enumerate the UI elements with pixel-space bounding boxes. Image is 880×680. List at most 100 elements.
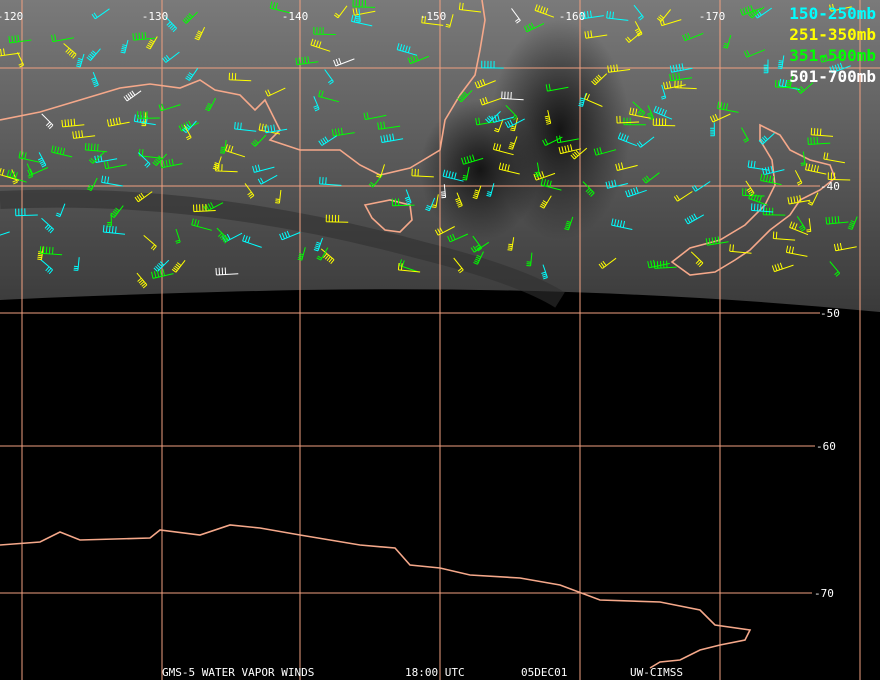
wind-barb [584, 92, 603, 107]
wind-barb [51, 145, 73, 158]
wind-barb [526, 252, 533, 267]
wind-barb [203, 202, 224, 212]
longitude-label: -120 [0, 10, 23, 23]
wind-barb [642, 172, 660, 184]
wind-barb [264, 124, 288, 134]
wind-barb [132, 32, 156, 41]
wind-barb [37, 152, 47, 168]
wind-barb [591, 73, 608, 86]
wind-barb [228, 72, 252, 82]
wind-barb [222, 232, 243, 243]
wind-barb [320, 248, 335, 265]
wind-barb [0, 168, 20, 181]
wind-barb [165, 16, 177, 33]
wind-barb [331, 127, 355, 137]
wind-barb [39, 258, 53, 275]
wind-barb [391, 198, 415, 207]
wind-barb [319, 176, 342, 186]
wind-barb [396, 43, 418, 56]
latitude-labels: -40 -50 -60 -70 [814, 180, 840, 600]
wind-barb [542, 136, 563, 146]
wind-barb [796, 216, 806, 232]
wind-barb [606, 11, 629, 21]
legend: 150-250mb 251-350mb 351-500mb 501-700mb [789, 4, 876, 86]
wind-barb [41, 113, 54, 130]
wind-barb [0, 231, 10, 236]
wind-barb [494, 118, 504, 133]
footer: GMS-5 WATER VAPOR WINDS 18:00 UTC 05DEC0… [162, 666, 683, 679]
source: UW-CIMSS [630, 666, 683, 679]
wind-barb [580, 10, 604, 20]
latitude-label: -60 [816, 440, 836, 453]
wind-barb [829, 62, 851, 74]
wind-barb [729, 244, 752, 254]
wind-barb [136, 272, 148, 289]
wind-barb [472, 235, 483, 252]
wind-barb [295, 56, 319, 66]
wind-barb [636, 136, 655, 148]
satellite-product: GMS-5 WATER VAPOR WINDS [162, 666, 314, 679]
wind-barb [86, 48, 101, 61]
wind-barb [191, 218, 212, 231]
wind-barb [215, 267, 239, 276]
wind-barb [151, 269, 174, 279]
wind-barb [615, 162, 638, 171]
wind-barb [523, 22, 545, 33]
wind-barb [747, 160, 770, 171]
wind-barb [772, 231, 796, 241]
wind-barb [544, 110, 552, 125]
wind-barb [333, 57, 355, 67]
wind-barbs [0, 0, 858, 289]
wind-barb [316, 247, 329, 261]
wind-barb [215, 163, 238, 173]
wind-barb [220, 140, 227, 154]
longitude-label: -140 [282, 10, 309, 23]
legend-entry: 351-500mb [789, 46, 876, 65]
wind-barb [691, 181, 711, 192]
longitude-label: -170 [699, 10, 726, 23]
dry-slot [420, 100, 540, 240]
wind-barb [242, 234, 262, 248]
wind-barb [185, 68, 199, 81]
wind-barb [318, 89, 339, 103]
wind-barb [775, 79, 798, 89]
wind-barb [352, 0, 376, 8]
wind-barb [18, 150, 40, 163]
wind-barb [564, 216, 574, 231]
wind-barb [101, 175, 123, 187]
wind-barb [137, 111, 160, 119]
wind-barb [479, 96, 502, 106]
wind-barb [445, 14, 454, 28]
wind-barb [709, 113, 731, 123]
wind-barb [440, 184, 447, 199]
wind-barb [646, 105, 654, 121]
wind-barb [584, 30, 608, 39]
wind-barb [741, 127, 749, 143]
wind-barb [607, 64, 631, 73]
wind-barb [558, 144, 582, 155]
wind-barb [617, 132, 637, 147]
latitude-label: -40 [820, 180, 840, 193]
wind-barb [234, 121, 257, 132]
wind-barb [158, 103, 181, 112]
longitude-label: -160 [559, 10, 586, 23]
wind-barb [474, 78, 496, 89]
wind-barb [473, 251, 484, 265]
wind-barb [789, 221, 809, 236]
wind-barb [17, 52, 25, 68]
wind-barb [397, 262, 421, 273]
wind-barb [106, 117, 130, 127]
wind-barb [153, 259, 170, 272]
wind-barb [669, 72, 693, 82]
wind-barb [758, 132, 775, 145]
wind-barb [481, 60, 504, 69]
wind-barb [88, 151, 105, 164]
wind-barb [162, 51, 180, 63]
wind-barb [442, 169, 464, 182]
wind-barb [279, 230, 301, 241]
wind-barb [743, 49, 766, 58]
wind-barb [462, 166, 470, 181]
wind-barb [55, 203, 66, 218]
wind-barb [682, 32, 704, 42]
wind-barb [84, 142, 108, 153]
